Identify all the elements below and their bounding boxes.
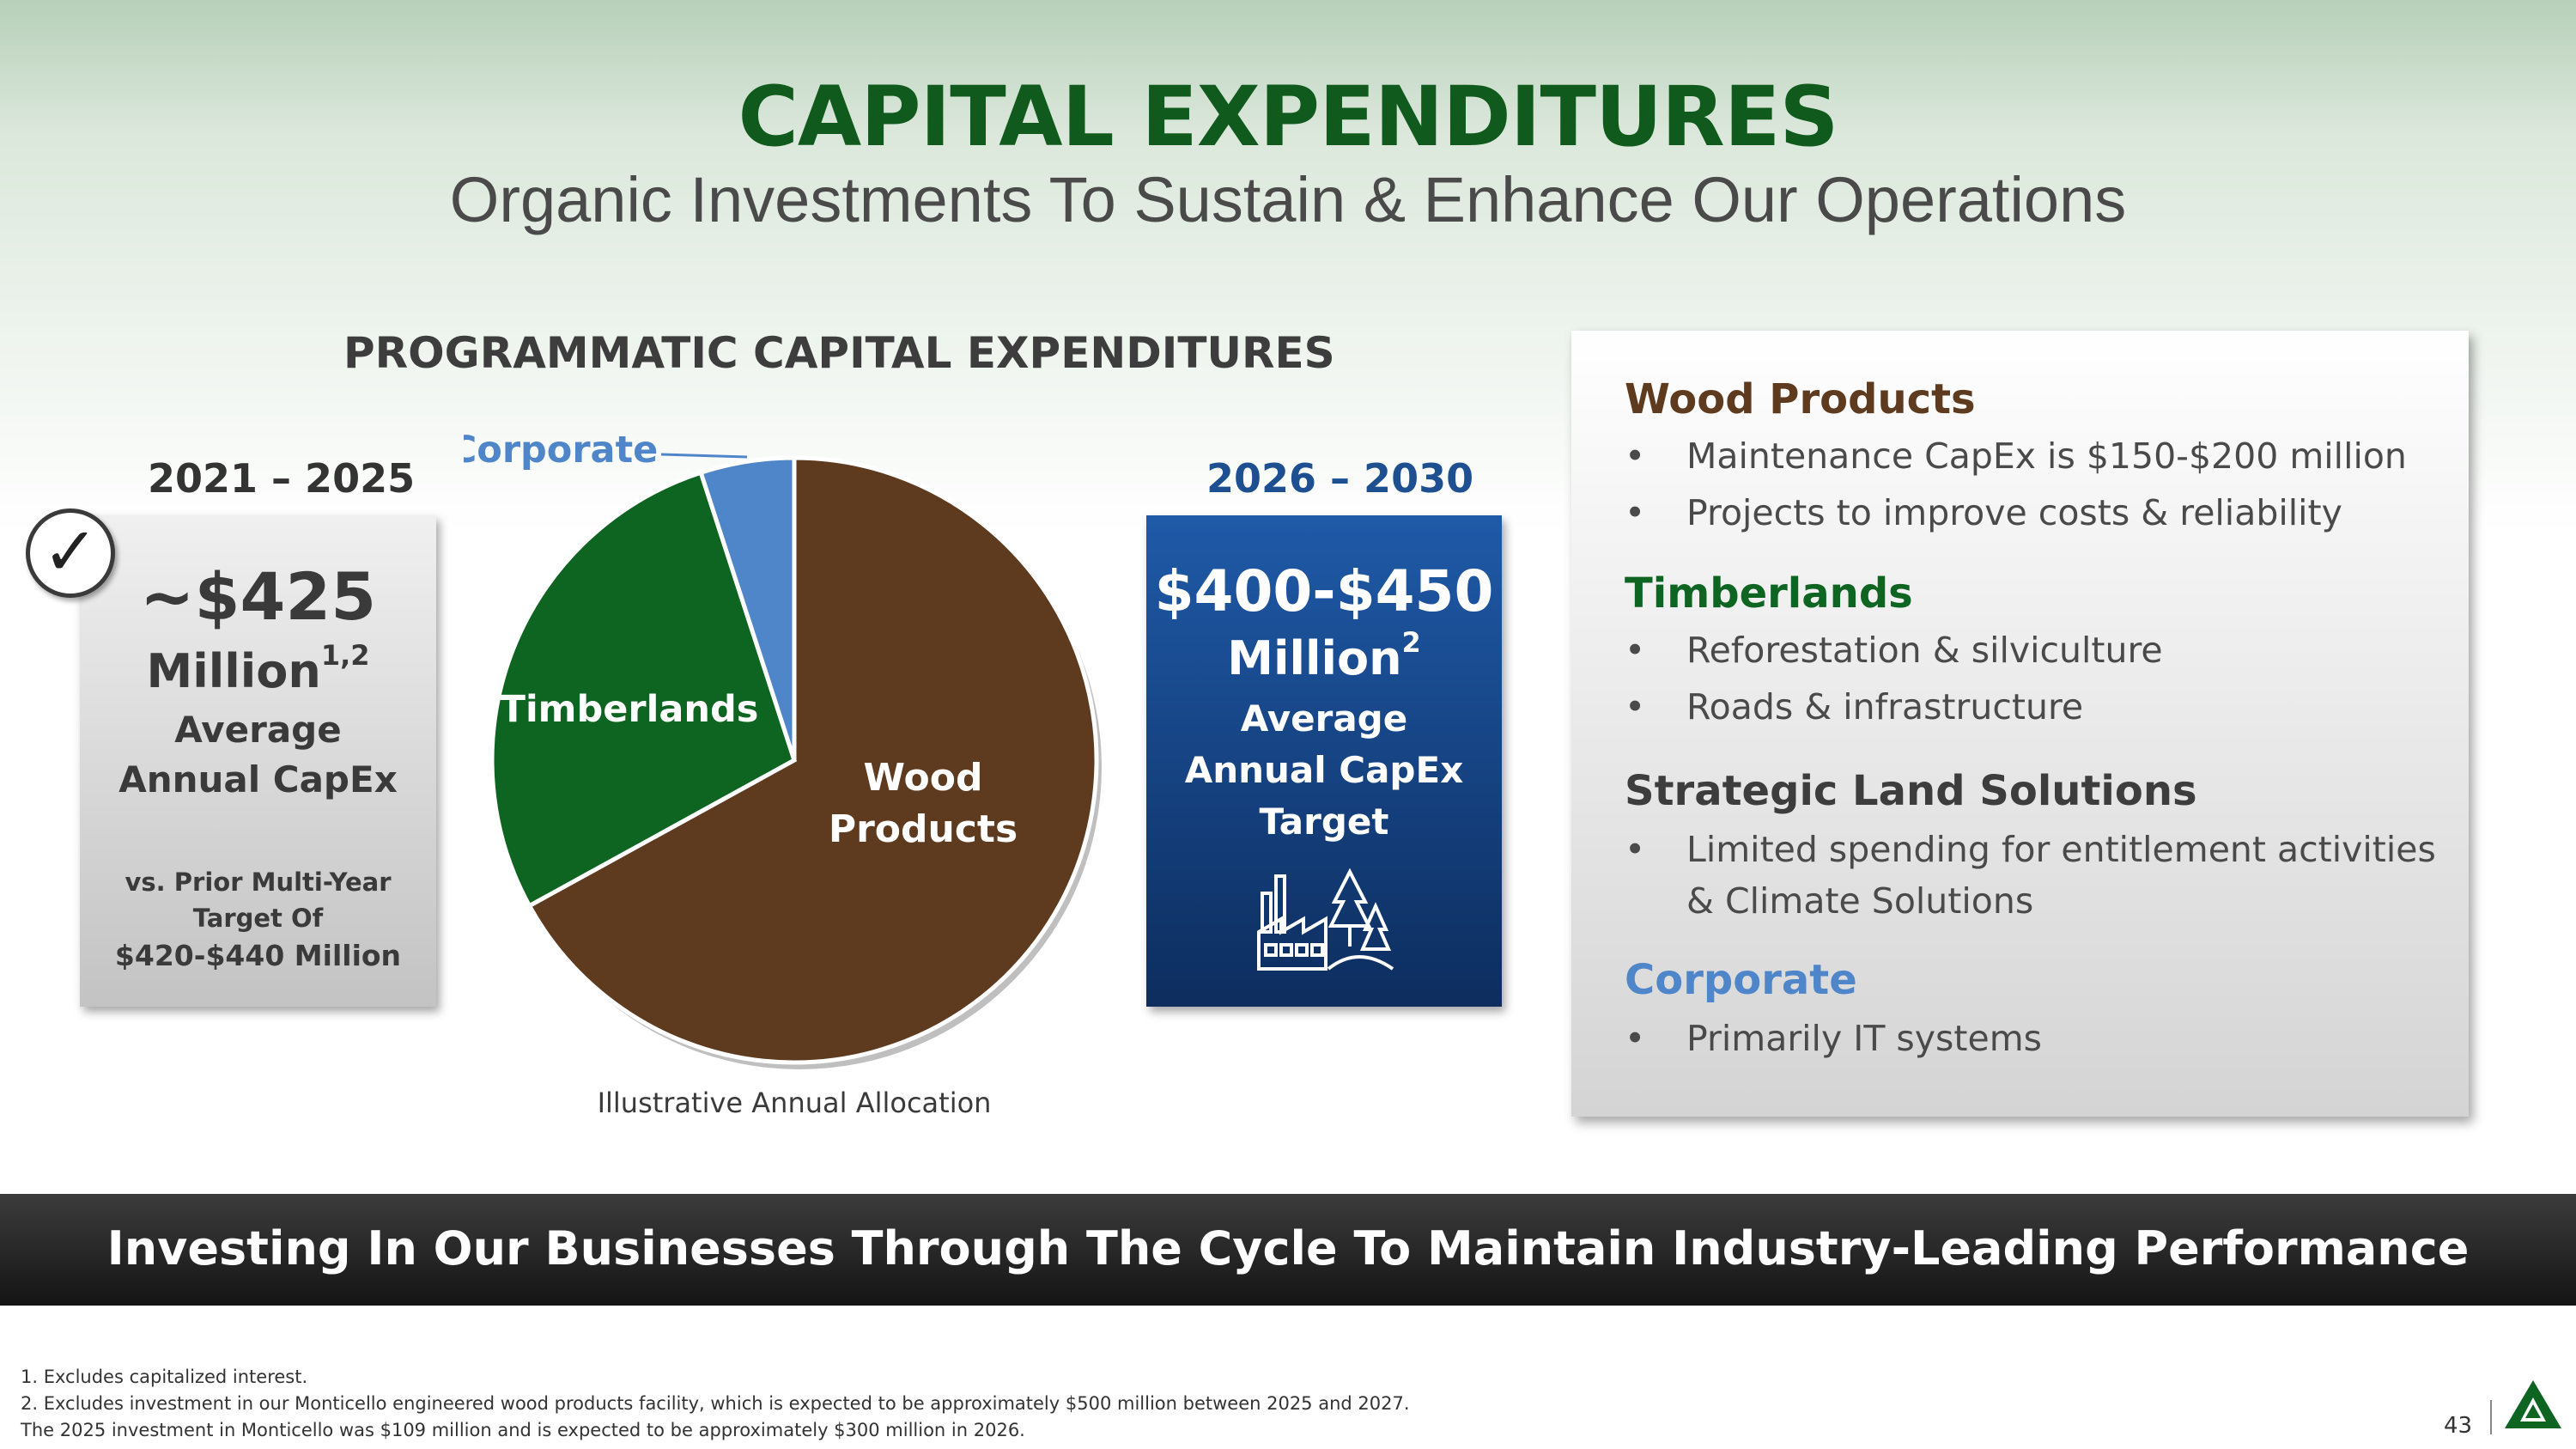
historical-unit: Million1,2 [80,639,436,698]
corporate-heading: Corporate [1625,956,1857,1004]
historical-note-line1: vs. Prior Multi-Year [125,868,392,897]
company-logo-icon [2505,1380,2561,1428]
bullet-dot: • [1625,435,1646,477]
footnote-2: 2. Excludes investment in our Monticello… [21,1393,1410,1414]
bullet-text: Maintenance CapEx is $150-$200 million [1686,435,2407,477]
bullet-dot: • [1625,829,1646,870]
historical-note-line3: $420-$440 Million [114,939,402,972]
pie-label-timberlands: Timberlands [501,688,759,731]
page-title: CAPITAL EXPENDITURES [738,69,1838,165]
programmatic-heading: PROGRAMMATIC CAPITAL EXPENDITURES [343,328,1335,378]
checkmark-icon: ✓ [26,508,115,598]
historical-note-line2: Target Of [192,904,324,933]
strategic-land-heading: Strategic Land Solutions [1625,767,2197,815]
target-line-average: Average [1240,697,1408,740]
historical-unit-text: Million [146,644,321,698]
target-footnote-ref: 2 [1401,626,1421,659]
footer-divider [2490,1400,2492,1434]
historical-line-average: Average [174,709,342,751]
historical-line-annual-capex: Annual CapEx [118,758,398,801]
banner-text: Investing In Our Businesses Through The … [106,1221,2470,1275]
historical-amount: ~$425 [139,558,377,635]
period-left-label: 2021 – 2025 [148,455,416,502]
bullet-text: Roads & infrastructure [1686,686,2084,728]
pie-slice-timberlands [489,470,798,909]
bullet-dot: • [1625,492,1646,533]
bullet-text: Projects to improve costs & reliability [1686,492,2342,533]
footnote-1: 1. Excludes capitalized interest. [21,1367,308,1387]
page-subtitle: Organic Investments To Sustain & Enhance… [449,164,2127,235]
target-unit-text: Million [1227,631,1402,685]
page-number: 43 [2444,1413,2473,1439]
target-line-annual-capex: Annual CapEx [1184,749,1464,791]
target-line-target: Target [1259,801,1389,843]
pie-caption: Illustrative Annual Allocation [597,1087,992,1119]
footnote-3: The 2025 investment in Monticello was $1… [21,1420,1025,1440]
pie-label-wood-products-line1: Wood [864,756,983,800]
pie-slice-wood-products [526,455,1099,1065]
pie-label-wood-products-line2: Products [829,807,1018,851]
bullet-dot: • [1625,630,1646,671]
historical-capex-box: ~$425 Million1,2 Average Annual CapEx vs… [80,515,436,1007]
pie-leader-line-corporate [660,453,748,459]
wood-products-heading: Wood Products [1625,375,1976,423]
bullet-dot: • [1625,686,1646,728]
bottom-banner: Investing In Our Businesses Through The … [0,1194,2576,1306]
factory-trees-icon [1257,868,1394,971]
pie-label-corporate: Corporate [464,429,658,472]
bullet-text: Limited spending for entitlement activit… [1686,829,2436,870]
target-capex-box: $400-$450 Million2 Average Annual CapEx … [1146,515,1502,1007]
segment-details-panel: Wood Products • Maintenance CapEx is $150… [1571,331,2469,1117]
target-amount: $400-$450 [1154,558,1494,624]
target-unit: Million2 [1146,626,1502,685]
bullet-text: Primarily IT systems [1686,1018,2043,1059]
period-right-label: 2026 – 2030 [1206,455,1474,502]
bullet-dot: • [1625,1018,1646,1059]
allocation-pie-chart: Wood Products Timberlands Corporate [464,429,1102,1069]
bullet-text: & Climate Solutions [1686,880,2034,922]
bullet-text: Reforestation & silviculture [1686,630,2163,671]
timberlands-heading: Timberlands [1625,569,1913,618]
pie-slice-corporate [698,455,797,761]
historical-footnote-ref: 1,2 [320,639,370,672]
